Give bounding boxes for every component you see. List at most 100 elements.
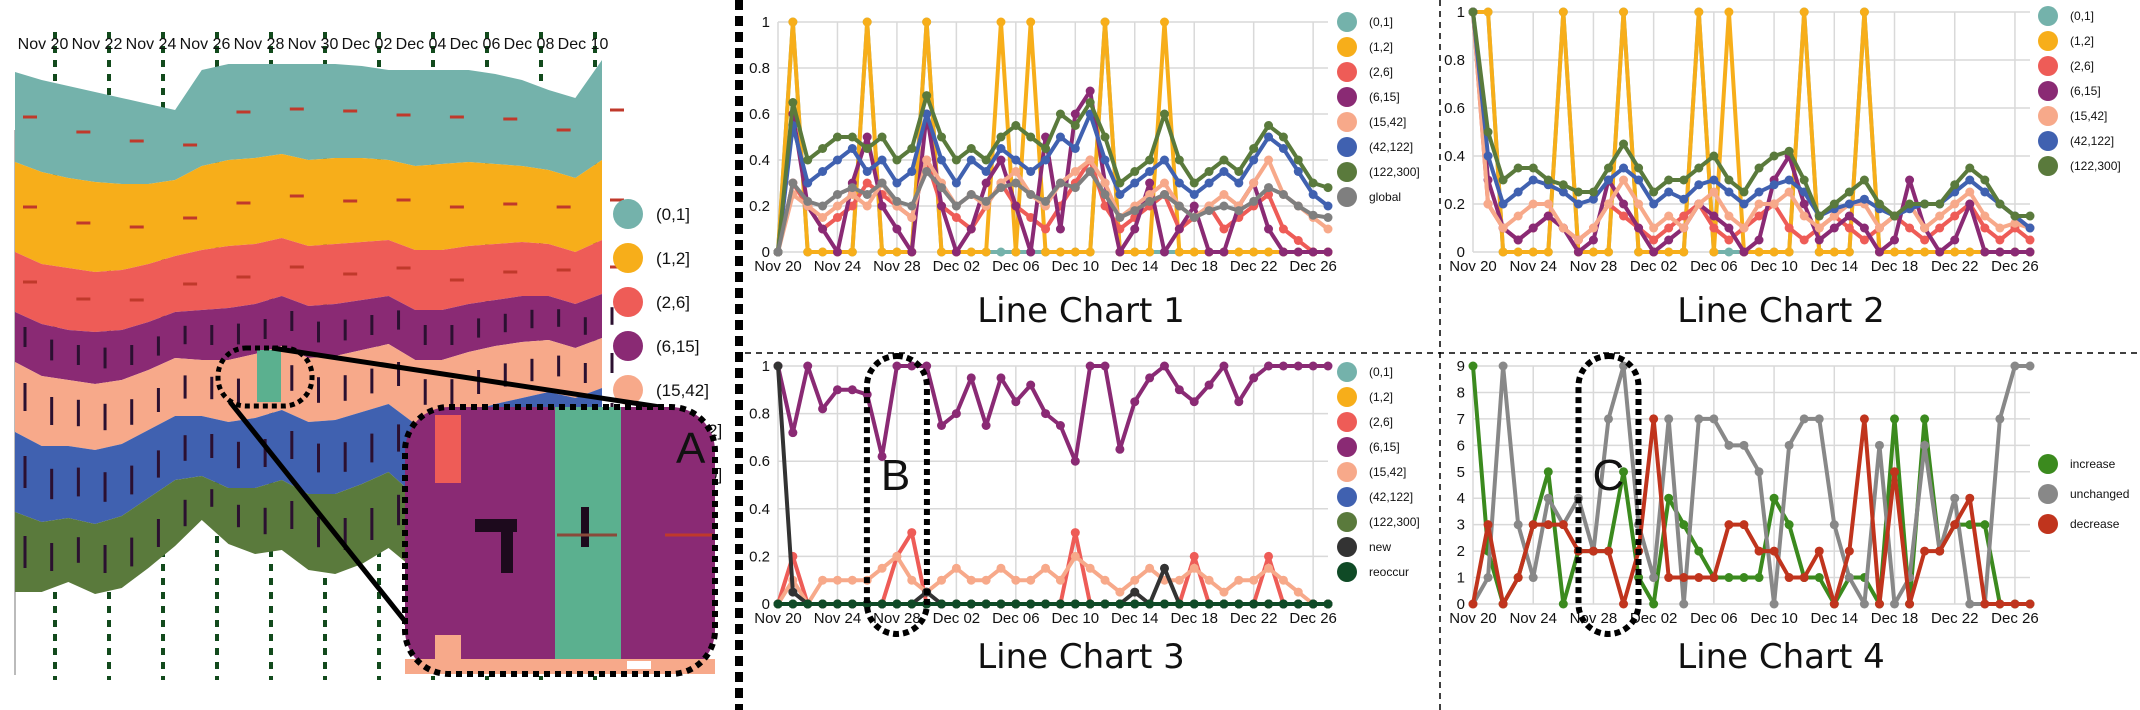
- point-122-300: [1814, 211, 1824, 221]
- point-6-15: [1308, 361, 1318, 371]
- point-15-42: [1603, 199, 1613, 209]
- point-1-2: [1011, 247, 1021, 257]
- point-6-15: [1055, 224, 1065, 234]
- x-tick-label: Dec 14: [1111, 258, 1159, 275]
- point-new: [1159, 563, 1169, 573]
- stream-graph: Nov 20 Nov 22 Nov 24 Nov 26 Nov 28 Nov 30 Dec …: [14, 32, 722, 680]
- y-tick-label: 0.6: [1444, 100, 1465, 117]
- point-122-300: [1234, 167, 1244, 176]
- x-tick-label: Dec 02: [1630, 610, 1678, 627]
- point-42-122: [1204, 178, 1214, 188]
- point-reoccur: [1189, 599, 1199, 609]
- point-1-2: [1041, 247, 1051, 257]
- point-122-300: [1278, 132, 1288, 142]
- stream-legend-label-15-42: (15,42]: [656, 381, 709, 400]
- point-0-1: [1724, 247, 1734, 257]
- point-15-42: [1070, 551, 1080, 561]
- point-15-42: [1085, 155, 1095, 165]
- point-reoccur: [1085, 599, 1095, 609]
- point-122-300: [981, 155, 991, 165]
- legend-label-0-1: (0,1]: [1369, 15, 1393, 29]
- point-122-300: [1694, 163, 1704, 173]
- point-122-300: [996, 132, 1006, 142]
- point-15-42: [1055, 575, 1065, 585]
- point-decrease: [1483, 520, 1493, 530]
- point-15-42: [1634, 199, 1644, 209]
- point-15-42: [1739, 223, 1749, 233]
- y-tick-label: 9: [1457, 358, 1465, 375]
- zoom-mark: [435, 415, 461, 483]
- point-15-42: [1249, 575, 1259, 585]
- point-15-42: [1965, 187, 1975, 197]
- stream-legend-swatch-15-42: [613, 375, 643, 405]
- point-15-42: [1498, 223, 1508, 233]
- y-tick-label: 0.2: [1444, 196, 1465, 213]
- stream-layer-2-6: [15, 238, 602, 332]
- point-6-15: [1264, 224, 1274, 234]
- point-122-300: [892, 155, 902, 165]
- point-6-15: [1619, 199, 1629, 209]
- point-122-300: [803, 155, 813, 165]
- point-15-42: [1664, 211, 1674, 221]
- point-reoccur: [773, 599, 783, 609]
- point-15-42: [1588, 223, 1598, 233]
- point-6-15: [1026, 247, 1036, 257]
- point-1-2: [966, 247, 976, 257]
- point-global: [996, 183, 1006, 193]
- zoom-inset-border: [402, 404, 718, 677]
- x-tick-label: Nov 20: [754, 610, 802, 627]
- point-6-15: [1085, 86, 1095, 96]
- point-6-15: [1100, 361, 1110, 371]
- stream-legend-label-2-6: (2,6]: [656, 293, 690, 312]
- point-reoccur: [1219, 599, 1229, 609]
- point-unchanged: [1844, 573, 1854, 583]
- point-decrease: [1799, 573, 1809, 583]
- point-unchanged: [1814, 414, 1824, 424]
- stream-legend-swatch-1-2: [613, 243, 643, 273]
- point-increase: [1739, 573, 1749, 583]
- point-6-15: [1278, 247, 1288, 257]
- x-tick-label: Dec 14: [1811, 258, 1859, 275]
- point-reoccur: [877, 599, 887, 609]
- x-tick-label: Dec 02: [1630, 258, 1678, 275]
- point-15-42: [1100, 575, 1110, 585]
- point-6-15: [1070, 456, 1080, 466]
- point-42-122: [1026, 167, 1036, 176]
- point-42-122: [1844, 199, 1854, 209]
- point-reoccur: [1145, 599, 1155, 609]
- point-122-300: [1980, 175, 1990, 185]
- point-122-300: [1041, 144, 1051, 153]
- point-42-122: [1041, 155, 1051, 165]
- point-1-2: [1189, 247, 1199, 257]
- point-global: [907, 201, 917, 211]
- point-6-15: [1724, 223, 1734, 233]
- legend-swatch-unchanged: [2038, 484, 2058, 504]
- point-increase: [1664, 493, 1674, 503]
- point-1-2: [1558, 7, 1568, 17]
- point-1-2: [1026, 17, 1036, 27]
- point-global: [922, 167, 932, 176]
- point-increase: [1920, 414, 1930, 424]
- point-decrease: [1784, 573, 1794, 583]
- highlight-box: [1575, 353, 1642, 637]
- point-15-42: [1145, 563, 1155, 573]
- point-reoccur: [1100, 599, 1110, 609]
- point-6-15: [1204, 380, 1214, 390]
- point-42-122: [1513, 187, 1523, 197]
- point-unchanged: [1498, 361, 1508, 371]
- point-42-122: [1483, 151, 1493, 161]
- point-2-6: [1664, 223, 1674, 233]
- point-6-15: [1323, 247, 1333, 257]
- point-2-6: [1859, 235, 1869, 245]
- point-decrease: [1935, 546, 1945, 556]
- point-6-15: [877, 201, 887, 211]
- point-global: [1055, 178, 1065, 188]
- chart-title: Line Chart 4: [1677, 637, 1885, 677]
- y-tick-label: 0.4: [749, 501, 770, 518]
- point-6-15: [922, 361, 932, 371]
- stream-date-label: Dec 10: [558, 36, 609, 53]
- y-tick-label: 5: [1457, 464, 1465, 481]
- point-1-2: [1890, 247, 1900, 257]
- point-decrease: [1965, 493, 1975, 503]
- point-42-122: [1278, 144, 1288, 153]
